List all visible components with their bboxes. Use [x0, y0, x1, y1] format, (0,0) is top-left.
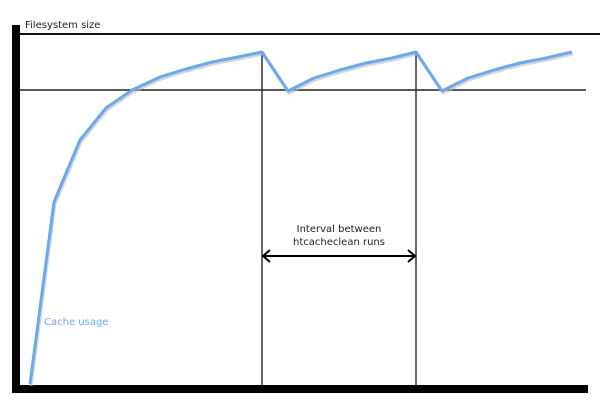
y-axis-label: Filesystem size [25, 20, 100, 31]
interval-label-line1: Interval between [297, 224, 382, 235]
x-axis [12, 385, 588, 393]
y-axis [12, 25, 20, 393]
cache-usage-shadow [29, 52, 574, 387]
interval-arrow [261, 249, 417, 263]
cache-usage-curve [28, 50, 573, 385]
interval-label-line2: htcacheclean runs [293, 237, 385, 248]
cache-usage-label: Cache usage [44, 317, 108, 328]
